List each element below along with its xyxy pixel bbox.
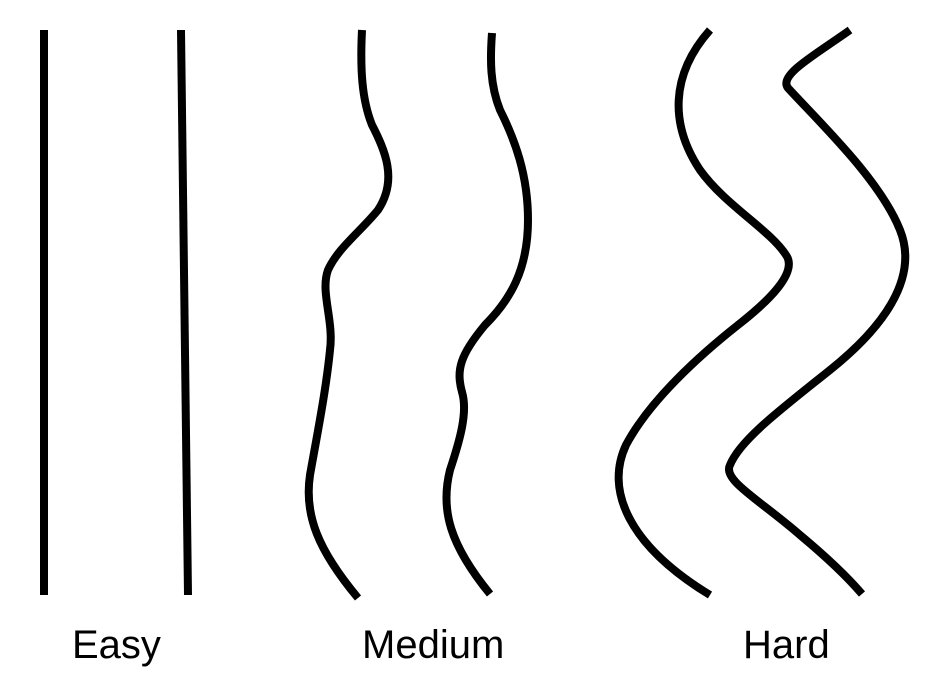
- medium-path-right-line: [442, 32, 532, 597]
- medium-label: Medium: [362, 623, 505, 667]
- easy-path-right-line: [177, 29, 192, 596]
- medium-path-left-line: [304, 29, 393, 601]
- hard-path-group: [614, 26, 910, 599]
- hard-label: Hard: [743, 623, 830, 667]
- hard-path-right-line: [725, 26, 910, 597]
- easy-path-group: [40, 29, 192, 596]
- hard-path-left-line: [614, 27, 793, 599]
- easy-label: Easy: [72, 623, 161, 667]
- medium-path-group: [304, 29, 532, 601]
